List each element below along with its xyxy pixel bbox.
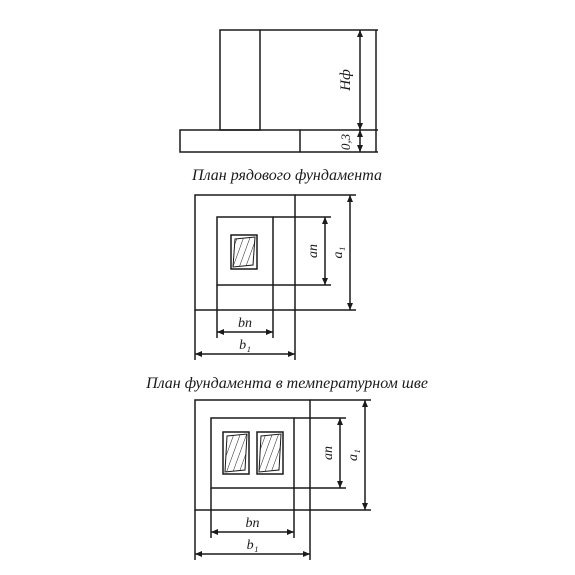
dim-label-b1: b₁ — [247, 538, 259, 553]
caption-plan-single: План рядового фундамента — [191, 167, 382, 184]
dim-label-a1: a₁ — [331, 247, 346, 259]
dim-label-base: 0,3 — [338, 133, 353, 150]
elevation-view: Hф 0,3 — [180, 30, 378, 152]
plan_double: aп a₁ bп b₁ — [195, 400, 371, 560]
dim-label-a1: a₁ — [346, 449, 361, 461]
dim-label-bp: bп — [238, 316, 252, 331]
socket — [231, 235, 257, 269]
caption-plan-double: План фундамента в температурном шве — [145, 375, 428, 392]
dim-label-hf: Hф — [338, 69, 354, 92]
dim-label-ap: aп — [321, 446, 336, 460]
socket — [257, 432, 283, 474]
dim-label-bp: bп — [246, 516, 260, 531]
socket — [223, 432, 249, 474]
drawing-canvas: Hф 0,3 План рядового фундамента aп a₁ bп b₁ Пла… — [0, 0, 575, 575]
plan_single: aп a₁ bп b₁ — [195, 195, 356, 360]
dim-label-b1: b₁ — [239, 338, 251, 353]
dim-label-ap: aп — [306, 244, 321, 258]
